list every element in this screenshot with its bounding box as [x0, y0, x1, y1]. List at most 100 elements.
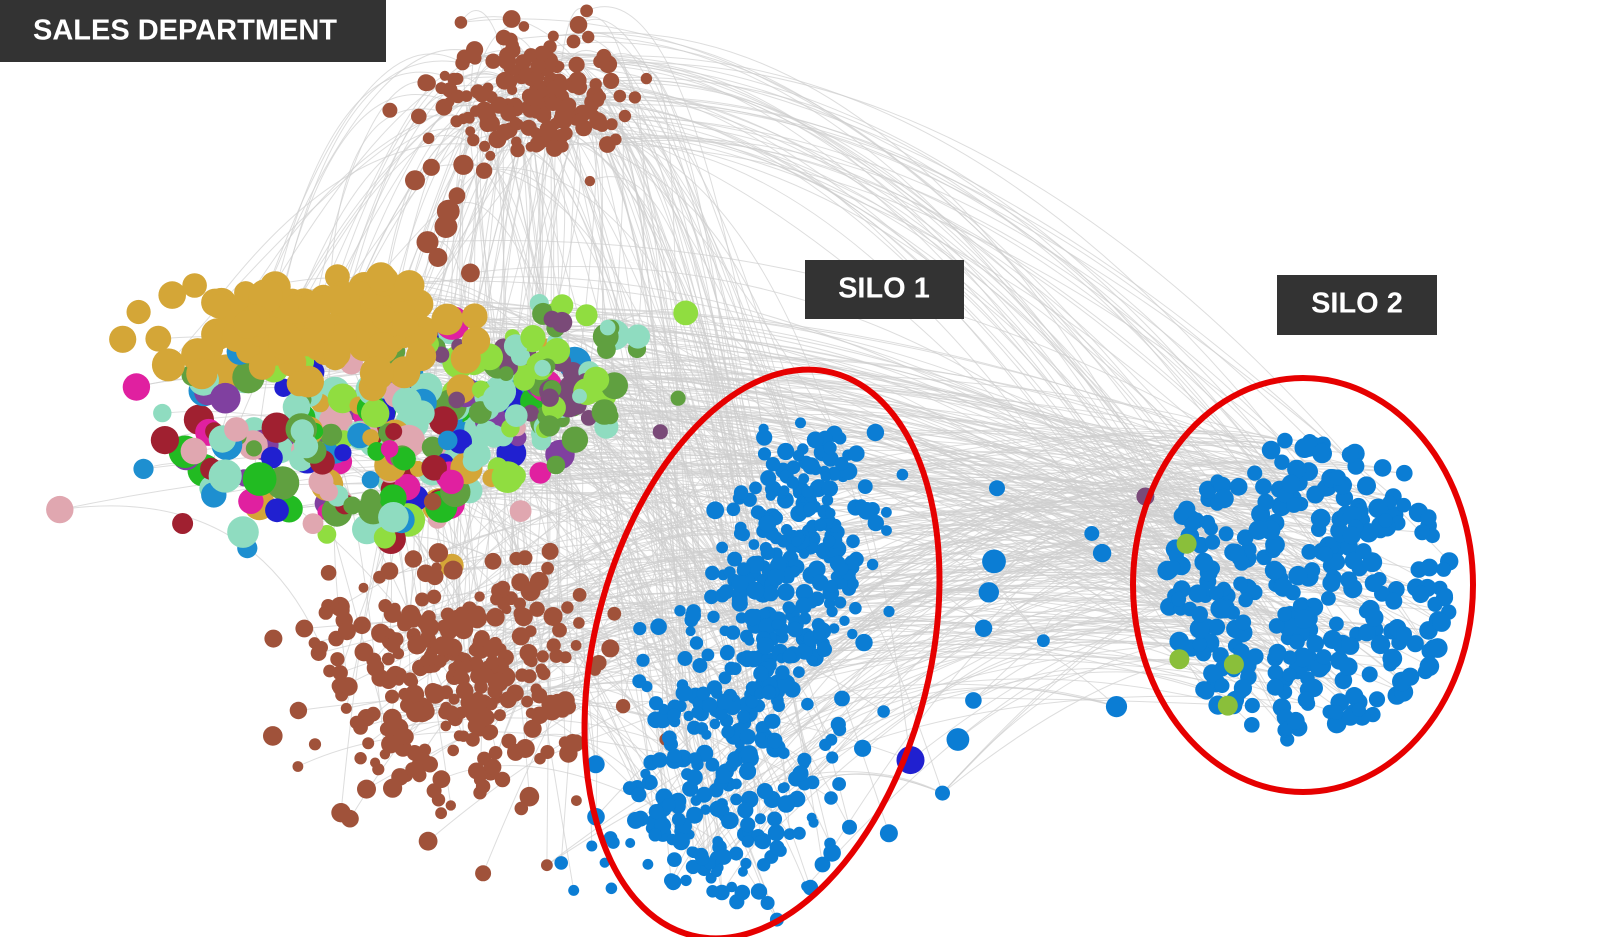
node — [606, 836, 620, 849]
node — [330, 652, 345, 667]
node — [371, 305, 396, 330]
node — [814, 518, 827, 532]
node — [310, 645, 327, 661]
node — [534, 752, 546, 765]
node — [546, 139, 563, 157]
node — [556, 691, 575, 710]
node — [867, 514, 884, 532]
node — [745, 555, 764, 574]
node — [292, 761, 304, 772]
tag-label: SILO 1 — [838, 273, 930, 305]
node — [568, 884, 580, 896]
node — [415, 592, 430, 607]
node — [475, 865, 492, 882]
node — [461, 303, 488, 330]
edge — [508, 379, 1390, 503]
node — [765, 457, 781, 472]
node — [320, 423, 343, 446]
node — [354, 642, 374, 662]
node — [490, 592, 503, 606]
node — [756, 783, 774, 800]
node — [783, 828, 796, 840]
node — [323, 340, 351, 368]
edge — [467, 52, 1218, 505]
node — [295, 619, 314, 638]
node — [571, 795, 582, 806]
node — [754, 813, 766, 825]
node — [743, 608, 761, 627]
edge — [553, 7, 587, 701]
node — [1214, 488, 1234, 509]
edge — [942, 652, 1320, 794]
node — [799, 548, 810, 559]
node — [1268, 618, 1285, 634]
node — [1311, 508, 1331, 528]
node — [378, 502, 409, 533]
node — [640, 72, 653, 85]
node — [455, 682, 474, 700]
node — [1358, 623, 1376, 642]
tag-label: SILO 2 — [1311, 288, 1403, 320]
node — [264, 629, 283, 648]
node — [824, 791, 838, 805]
silo-1-tag: SILO 1 — [805, 260, 964, 319]
node — [422, 158, 440, 176]
node — [761, 685, 777, 700]
node — [418, 831, 438, 851]
node — [349, 715, 364, 730]
node — [583, 366, 610, 393]
node — [357, 779, 376, 799]
node — [432, 770, 451, 789]
node — [1396, 464, 1413, 482]
node — [716, 693, 733, 710]
node — [767, 568, 785, 587]
edge — [691, 771, 943, 813]
node — [331, 803, 351, 823]
node — [653, 710, 672, 729]
node — [1329, 469, 1346, 486]
node — [321, 605, 333, 618]
node — [642, 858, 654, 870]
node — [1396, 626, 1412, 643]
node — [1247, 648, 1264, 665]
node — [636, 653, 650, 667]
node — [420, 656, 432, 667]
node — [440, 720, 452, 732]
node — [182, 273, 207, 298]
node — [580, 4, 593, 18]
node — [718, 671, 732, 685]
tag-box — [1277, 275, 1437, 335]
node — [802, 457, 820, 475]
node — [392, 447, 416, 471]
edge — [1101, 457, 1292, 554]
node — [224, 417, 249, 442]
node — [1322, 630, 1342, 649]
edge — [544, 416, 1360, 711]
node — [1233, 679, 1252, 698]
node — [1084, 526, 1100, 541]
node — [974, 619, 993, 637]
node — [1316, 649, 1332, 665]
node — [1210, 598, 1231, 619]
node — [540, 388, 559, 407]
node — [1396, 497, 1412, 513]
node — [1378, 513, 1393, 528]
node — [126, 299, 151, 325]
node — [1410, 561, 1428, 578]
edge — [835, 508, 1213, 543]
node — [791, 536, 802, 547]
edge — [483, 656, 1308, 705]
node — [302, 513, 324, 534]
edge — [548, 133, 1201, 615]
node — [935, 785, 950, 801]
node — [881, 525, 892, 536]
node — [513, 369, 535, 391]
node — [1244, 717, 1260, 733]
node — [457, 730, 470, 742]
node — [1289, 634, 1305, 650]
node — [499, 691, 517, 709]
node — [1414, 524, 1431, 541]
node — [406, 675, 419, 688]
edge — [546, 64, 768, 627]
node — [405, 170, 425, 191]
